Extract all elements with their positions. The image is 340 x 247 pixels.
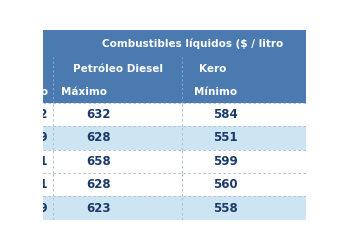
Bar [42, 150, 306, 173]
Bar [42, 57, 306, 81]
Text: Kero: Kero [199, 64, 226, 74]
Bar [42, 126, 306, 150]
Text: Mínimo: Mínimo [194, 87, 237, 97]
Text: Mínimo: Mínimo [5, 87, 48, 97]
Text: 558: 558 [213, 202, 237, 215]
Text: 611: 611 [23, 155, 48, 168]
Text: 611: 611 [23, 178, 48, 191]
Text: 632: 632 [86, 108, 111, 121]
Text: 609: 609 [23, 131, 48, 144]
Text: 560: 560 [213, 178, 237, 191]
Bar [42, 81, 306, 103]
Text: Máximo: Máximo [61, 87, 107, 97]
Text: 628: 628 [86, 178, 111, 191]
Bar [42, 30, 306, 57]
Bar [42, 103, 306, 126]
Text: 609: 609 [23, 202, 48, 215]
Bar [42, 196, 306, 220]
Text: 628: 628 [86, 131, 111, 144]
Text: Combustibles líquidos ($ / litro: Combustibles líquidos ($ / litro [102, 38, 283, 49]
Text: 551: 551 [213, 131, 237, 144]
Text: 584: 584 [213, 108, 237, 121]
Text: 599: 599 [213, 155, 237, 168]
Text: Petróleo Diesel: Petróleo Diesel [73, 64, 163, 74]
Text: 612: 612 [23, 108, 48, 121]
Bar [42, 173, 306, 196]
Text: 623: 623 [86, 202, 111, 215]
Text: 658: 658 [86, 155, 111, 168]
